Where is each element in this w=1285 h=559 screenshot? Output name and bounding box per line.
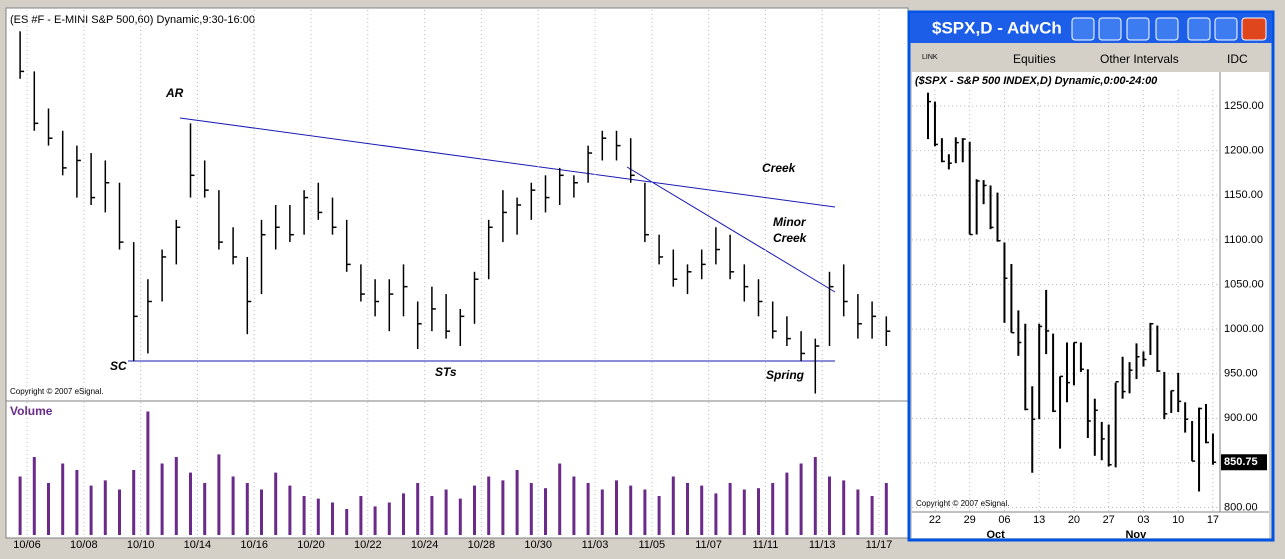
x-tick-label: 17 bbox=[1207, 514, 1219, 526]
x-tick-label: 10 bbox=[1172, 514, 1184, 526]
right-title: ($SPX - S&P 500 INDEX,D) Dynamic,0:00-24… bbox=[915, 75, 1158, 87]
left-title: (ES #F - E-MINI S&P 500,60) Dynamic,9:30… bbox=[10, 14, 255, 26]
annotation: Creek bbox=[762, 161, 797, 175]
x-tick-label: 03 bbox=[1137, 514, 1149, 526]
annotation: STs bbox=[435, 365, 457, 379]
x-tick-label: 10/16 bbox=[240, 539, 268, 551]
button[interactable] bbox=[1126, 17, 1150, 41]
month-label: Oct bbox=[986, 529, 1005, 541]
x-tick-label: 10/24 bbox=[411, 539, 439, 551]
x-tick-label: 11/05 bbox=[638, 539, 665, 551]
right-panel bbox=[912, 72, 1269, 538]
close[interactable] bbox=[1241, 17, 1267, 41]
button[interactable] bbox=[1155, 17, 1179, 41]
y-tick-label: 1250.00 bbox=[1224, 100, 1264, 112]
maximize[interactable] bbox=[1214, 17, 1238, 41]
y-tick-label: 1050.00 bbox=[1224, 278, 1264, 290]
x-tick-label: 10/06 bbox=[13, 539, 41, 551]
x-tick-label: 11/17 bbox=[866, 539, 893, 551]
right-copyright: Copyright © 2007 eSignal. bbox=[916, 499, 1010, 508]
volume-label: Volume bbox=[10, 404, 53, 418]
left-copyright: Copyright © 2007 eSignal. bbox=[10, 387, 104, 396]
last-price-box bbox=[1221, 454, 1267, 471]
x-tick-label: 10/22 bbox=[354, 539, 382, 551]
y-tick-label: 900.00 bbox=[1224, 412, 1258, 424]
trend-lines bbox=[128, 117, 836, 362]
annotation: Spring bbox=[766, 368, 805, 382]
x-tick-label: 11/07 bbox=[695, 539, 722, 551]
x-tick-label: 10/10 bbox=[127, 539, 155, 551]
y-tick-label: 1200.00 bbox=[1224, 145, 1264, 157]
window-title[interactable]: $SPX,D - AdvCh bbox=[932, 18, 1062, 37]
left-panel bbox=[5, 7, 909, 539]
minimize[interactable] bbox=[1187, 17, 1211, 41]
button[interactable] bbox=[1098, 17, 1122, 41]
x-tick-label: 10/28 bbox=[468, 539, 496, 551]
intervals-menu[interactable]: Other Intervals bbox=[1100, 52, 1179, 66]
y-tick-label: 1000.00 bbox=[1224, 323, 1264, 335]
button[interactable] bbox=[1071, 17, 1095, 41]
x-tick-label: 10/08 bbox=[70, 539, 98, 551]
x-tick-label: 10/30 bbox=[524, 539, 552, 551]
x-tick-label: 20 bbox=[1068, 514, 1080, 526]
x-tick-label: 10/20 bbox=[297, 539, 325, 551]
x-tick-label: 11/13 bbox=[809, 539, 836, 551]
link-button[interactable]: LINK bbox=[922, 54, 938, 61]
annotation: AR bbox=[165, 86, 184, 100]
x-tick-label: 22 bbox=[929, 514, 941, 526]
x-tick-label: 27 bbox=[1103, 514, 1115, 526]
y-tick-label: 950.00 bbox=[1224, 368, 1258, 380]
x-tick-label: 11/11 bbox=[752, 539, 778, 551]
creek-line bbox=[179, 117, 836, 208]
x-tick-label: 11/03 bbox=[582, 539, 609, 551]
source-menu[interactable]: IDC bbox=[1227, 52, 1248, 66]
month-label: Nov bbox=[1125, 529, 1147, 541]
y-tick-label: 800.00 bbox=[1224, 501, 1258, 513]
y-tick-label: 1150.00 bbox=[1224, 189, 1263, 201]
x-tick-label: 06 bbox=[998, 514, 1010, 526]
annotation: Minor Creek bbox=[773, 215, 807, 245]
equities-menu[interactable]: Equities bbox=[1013, 52, 1056, 66]
annotation: SC bbox=[110, 359, 127, 373]
x-tick-label: 10/14 bbox=[184, 539, 212, 551]
y-tick-label: 1100.00 bbox=[1224, 234, 1263, 246]
x-tick-label: 13 bbox=[1033, 514, 1045, 526]
x-tick-label: 29 bbox=[964, 514, 976, 526]
window-buttons bbox=[1071, 17, 1267, 41]
last-price-label: 850.75 bbox=[1224, 456, 1258, 468]
minor-creek-line bbox=[626, 166, 836, 293]
